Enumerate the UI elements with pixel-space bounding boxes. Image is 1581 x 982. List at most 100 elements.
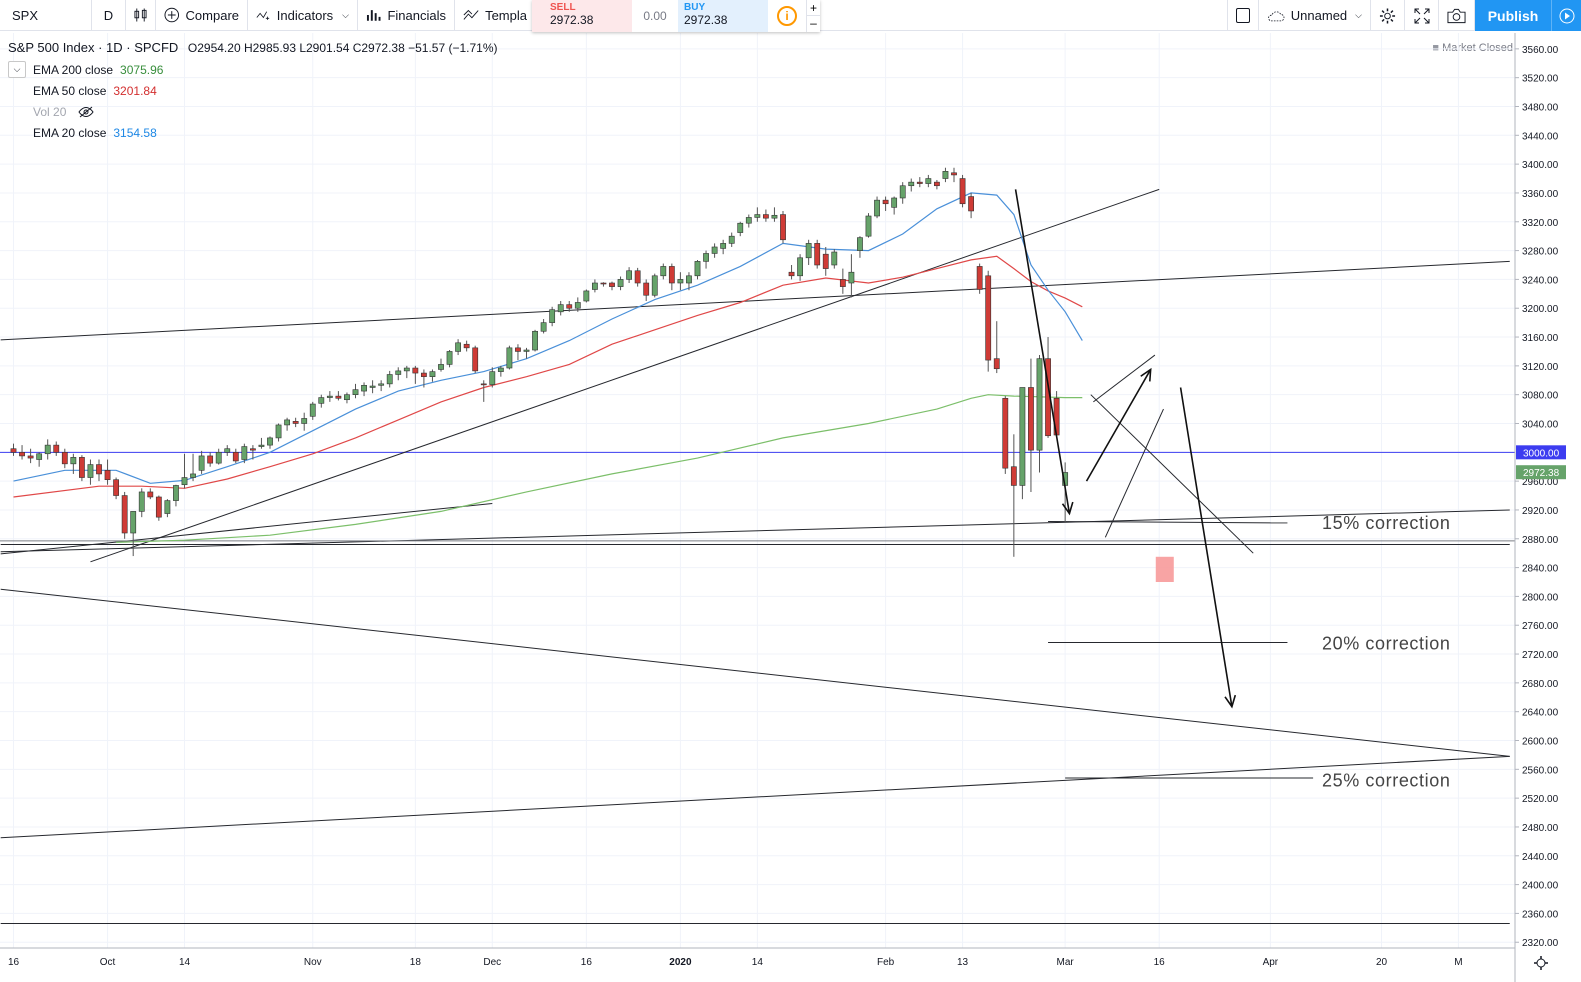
vol-name: Vol 20 (33, 104, 67, 119)
legend-ema200[interactable]: ⌵ EMA 200 close 3075.96 (8, 59, 498, 80)
candle-up (275, 424, 282, 439)
price-tick-label: 2680.00 (1522, 679, 1559, 690)
up-arrow[interactable] (1085, 369, 1152, 482)
select-layout-checkbox[interactable] (1227, 0, 1259, 31)
candle-up (771, 214, 778, 219)
candle-down (762, 214, 769, 219)
time-tick-label: Nov (304, 957, 322, 968)
trend-line[interactable] (1090, 394, 1254, 554)
price-tick-label: 2640.00 (1522, 708, 1559, 719)
candle-up (797, 257, 803, 277)
price-tick-label: 3240.00 (1522, 275, 1559, 286)
time-tick-label: Mar (1057, 957, 1075, 968)
candle-up (591, 282, 598, 290)
price-tick-label: 2760.00 (1522, 621, 1559, 632)
candle-down (780, 214, 786, 241)
correction-labels: 15% correction 20% correction 25% correcti… (1322, 513, 1450, 790)
candle-up (848, 271, 855, 284)
candle-down (822, 253, 829, 269)
trend-line[interactable] (0, 755, 1510, 839)
pink-rectangle[interactable] (1155, 556, 1174, 582)
price-tick-label: 3560.00 (1522, 45, 1559, 56)
candle-up (395, 370, 402, 375)
financials-label: Financials (387, 7, 446, 23)
candle-down (113, 479, 119, 496)
time-axis[interactable]: 16 Oct 14 Nov 18 Dec 16 2020 14 Feb 13 Mar 16 Apr 20 M (0, 947, 1548, 970)
price-tick-label: 2440.00 (1522, 852, 1559, 863)
indicators-button[interactable]: Indicators ⌵ (248, 0, 358, 31)
info-button[interactable]: i (768, 0, 806, 32)
symbol-search[interactable]: SPX (0, 0, 92, 31)
price-axis[interactable]: 3560.00 3520.00 3480.00 3440.00 3400.00 3360.… (1514, 33, 1567, 982)
candle-up (438, 364, 444, 370)
candle-down (147, 491, 154, 498)
snapshot-button[interactable] (1439, 0, 1475, 31)
candle-up (720, 243, 727, 249)
trend-line[interactable] (90, 188, 1160, 563)
price-tick-label: 2520.00 (1522, 794, 1559, 805)
trend-lines[interactable] (0, 188, 1515, 925)
price-label-text: 2972.38 (1523, 468, 1560, 479)
candle-down (335, 395, 342, 399)
candle-up (557, 304, 564, 313)
legend-vol[interactable]: Vol 20 (8, 101, 498, 122)
buy-button[interactable]: BUY 2972.38 (678, 0, 768, 32)
legend-main-series[interactable]: S&P 500 Index · 1D · SPCFD O2954.20 H298… (8, 40, 498, 55)
candle-down (472, 347, 479, 372)
fullscreen-icon (1414, 8, 1429, 23)
fullscreen-button[interactable] (1405, 0, 1439, 31)
sell-button[interactable]: SELL 2972.38 (532, 0, 632, 32)
legend-ema50[interactable]: EMA 50 close 3201.84 (8, 80, 498, 101)
publish-button[interactable]: Publish (1475, 0, 1581, 31)
candle-down (985, 275, 992, 361)
candle-up (703, 253, 709, 262)
candle-up (403, 367, 410, 372)
down-arrow-1[interactable] (1014, 189, 1071, 514)
trend-line[interactable] (0, 502, 493, 555)
drawings[interactable] (1014, 189, 1237, 709)
candle-down (839, 279, 846, 287)
candle-down (420, 372, 427, 377)
candle-up (891, 197, 898, 208)
gear-icon[interactable] (1536, 958, 1546, 968)
candle-down (600, 282, 607, 285)
plus-button[interactable]: + (807, 0, 820, 16)
chart-type-button[interactable] (126, 0, 156, 31)
settings-button[interactable] (1371, 0, 1405, 31)
cloud-icon (1268, 10, 1285, 21)
ema200-name: EMA 200 close (33, 62, 114, 77)
candle-down (993, 358, 1000, 370)
interval-button[interactable]: D (92, 0, 126, 31)
correction-label: 15% correction (1322, 513, 1450, 533)
price-tick-label: 3200.00 (1522, 304, 1559, 315)
candle-up (429, 371, 436, 377)
camera-icon (1447, 8, 1466, 23)
down-arrow-2[interactable] (1179, 387, 1233, 707)
financials-button[interactable]: Financials (358, 0, 455, 31)
candle-up (677, 279, 684, 284)
candle-up (745, 217, 752, 224)
trend-line[interactable] (0, 260, 1510, 341)
wedge-lower[interactable] (1104, 408, 1164, 538)
market-status-label: Market Closed (1442, 42, 1513, 54)
trend-line[interactable] (1048, 520, 1288, 524)
wedge-upper[interactable] (1093, 354, 1156, 403)
time-tick-label: 13 (957, 957, 969, 968)
candle-up (164, 500, 171, 514)
price-label-box (1516, 465, 1566, 480)
play-icon[interactable] (1551, 0, 1581, 31)
dot-icon: ■ (1432, 42, 1440, 54)
layout-name-button[interactable]: Unnamed ⌵ (1259, 0, 1371, 31)
compare-button[interactable]: Compare (156, 0, 248, 31)
chevron-down-icon[interactable]: ⌵ (8, 61, 26, 78)
candle-down (53, 444, 60, 453)
trend-line[interactable] (0, 588, 1510, 757)
minus-button[interactable]: – (810, 16, 817, 30)
legend-ema20[interactable]: EMA 20 close 3154.58 (8, 122, 498, 143)
candle-down (121, 495, 128, 534)
templates-button[interactable]: Templa (455, 0, 535, 31)
candle-down (959, 178, 966, 205)
candle-up (626, 270, 632, 280)
eye-hidden-icon[interactable] (78, 106, 94, 118)
